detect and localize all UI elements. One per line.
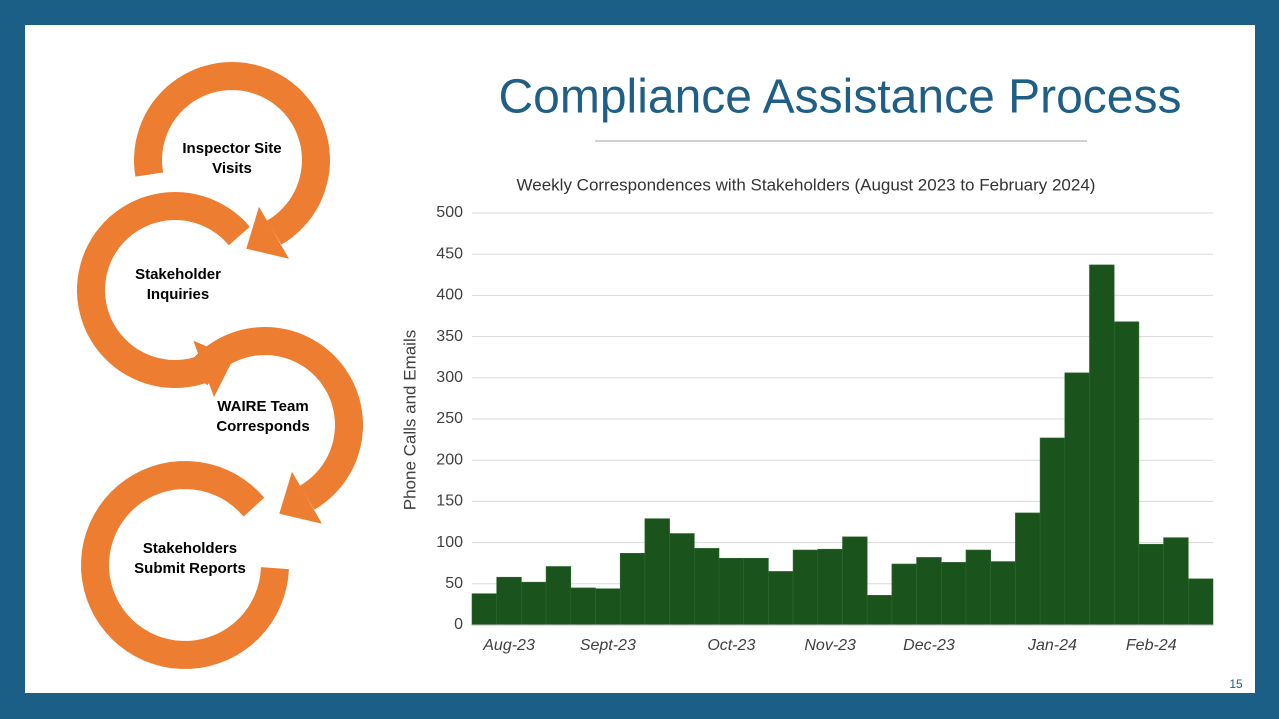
bar [595, 588, 621, 626]
bar [1039, 437, 1066, 626]
step-label: Stakeholder [135, 266, 221, 283]
bar [1113, 321, 1140, 626]
step-label: Stakeholders [143, 540, 237, 557]
bar [521, 581, 547, 626]
y-tick-label: 200 [436, 451, 463, 468]
x-tick-label: Jan-24 [1027, 637, 1077, 654]
x-tick-label: Oct-23 [707, 637, 755, 654]
bar [693, 548, 720, 626]
bar [545, 566, 572, 626]
bar [471, 593, 498, 626]
step-label: Inspector Site [182, 140, 281, 157]
y-tick-label: 500 [436, 204, 463, 221]
bar [1163, 537, 1189, 626]
page-number: 15 [1229, 677, 1243, 691]
slide-title: Compliance Assistance Process [499, 71, 1182, 124]
y-tick-label: 350 [436, 328, 463, 345]
y-tick-label: 50 [445, 575, 463, 592]
step-label: Corresponds [216, 418, 309, 435]
bar [743, 557, 769, 626]
y-tick-label: 0 [454, 616, 463, 633]
y-tick-label: 300 [436, 369, 463, 386]
step-label: Visits [212, 160, 252, 177]
bar [965, 549, 992, 626]
bar [842, 536, 868, 626]
y-tick-label: 100 [436, 534, 463, 551]
bar [817, 548, 843, 626]
bar [990, 561, 1016, 626]
bar [891, 563, 917, 626]
bar [1089, 264, 1115, 626]
bar [1138, 543, 1164, 626]
bar [1015, 512, 1041, 626]
bar [1188, 578, 1214, 626]
step-label: Inquiries [147, 286, 210, 303]
bar [916, 557, 942, 626]
y-axis-label: Phone Calls and Emails [400, 330, 419, 510]
cycle-arrow [81, 461, 289, 669]
x-tick-label: Dec-23 [903, 637, 955, 654]
arrow-head [279, 471, 322, 524]
cycle-arrow [185, 326, 363, 510]
bar [570, 587, 596, 626]
bar [644, 518, 670, 626]
process-diagram: Inspector Site Visits Stakeholder Inquiries… [76, 61, 363, 669]
bar [619, 553, 646, 626]
y-tick-label: 400 [436, 287, 463, 304]
y-tick-label: 150 [436, 493, 463, 510]
x-tick-label: Aug-23 [482, 637, 535, 654]
x-tick-label: Feb-24 [1126, 637, 1177, 654]
bar [866, 595, 893, 626]
step-label: WAIRE Team [217, 398, 308, 415]
bar [669, 533, 695, 626]
cycle-arrow [133, 61, 331, 245]
bar [496, 576, 522, 626]
bar [718, 557, 745, 626]
bar [792, 549, 819, 626]
cycle-arrow [76, 191, 250, 389]
x-tick-label: Sept-23 [580, 637, 636, 654]
arrow-head [246, 206, 289, 259]
chart-title: Weekly Correspondences with Stakeholders… [517, 175, 1096, 194]
bar [940, 562, 967, 626]
y-tick-label: 450 [436, 245, 463, 262]
step-label: Submit Reports [134, 560, 246, 577]
y-tick-label: 250 [436, 410, 463, 427]
bar [1064, 372, 1090, 626]
bar [768, 571, 794, 626]
x-tick-label: Nov-23 [804, 637, 856, 654]
